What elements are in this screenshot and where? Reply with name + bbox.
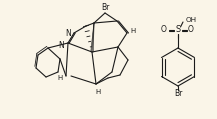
Text: N: N <box>65 28 71 37</box>
Text: N: N <box>58 40 64 50</box>
Text: H: H <box>57 75 63 81</box>
Text: O: O <box>161 25 167 35</box>
Text: Br: Br <box>174 89 182 99</box>
Text: S: S <box>175 25 181 35</box>
Text: H: H <box>95 89 101 95</box>
Text: OH: OH <box>186 17 197 23</box>
Text: Br: Br <box>101 2 109 12</box>
Text: H: H <box>130 28 136 34</box>
Text: O: O <box>188 25 194 35</box>
